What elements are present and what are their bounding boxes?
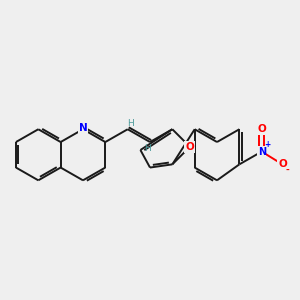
Text: N: N: [79, 123, 87, 133]
Text: O: O: [185, 142, 194, 152]
Text: O: O: [257, 124, 266, 134]
Text: H: H: [144, 144, 151, 153]
Text: +: +: [264, 140, 271, 149]
Text: O: O: [278, 159, 287, 170]
Text: N: N: [258, 147, 266, 157]
Text: H: H: [127, 119, 134, 128]
Text: -: -: [285, 166, 289, 175]
